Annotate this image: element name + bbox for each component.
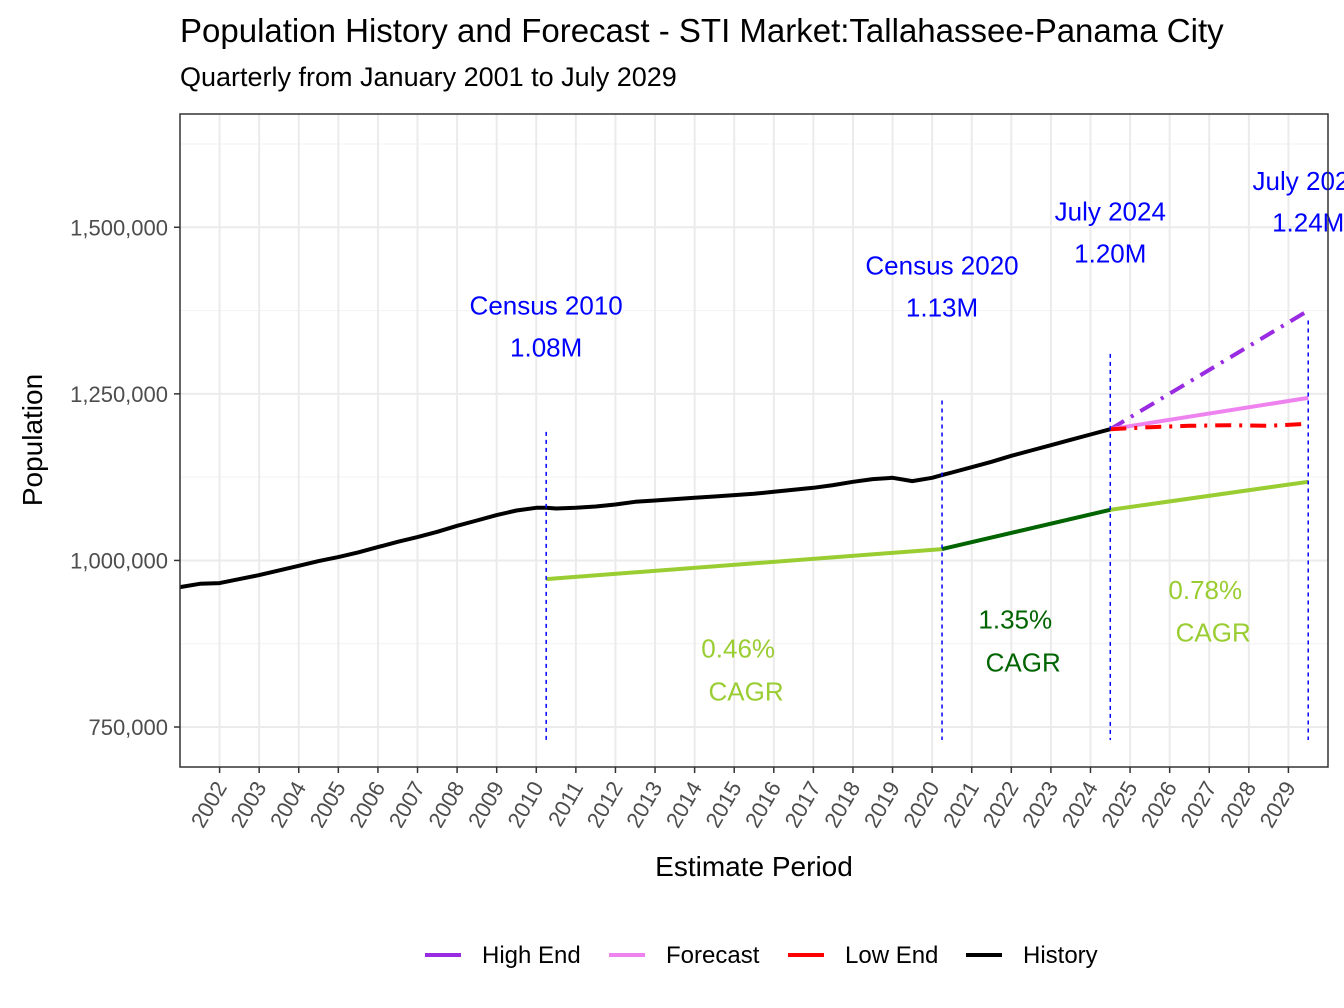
legend: High End Forecast Low End History xyxy=(425,942,1098,969)
chart-subtitle: Quarterly from January 2001 to July 2029 xyxy=(180,62,677,92)
legend-item-history: History xyxy=(966,942,1098,969)
annotation-label: July 2024 xyxy=(1055,197,1166,227)
series-lines xyxy=(179,308,1310,590)
annotation-label: 1.13M xyxy=(906,293,978,323)
y-tick-label: 1,250,000 xyxy=(70,382,168,407)
series-line-cagr-2020-2024 xyxy=(941,507,1111,552)
annotation-label: CAGR xyxy=(1176,618,1251,648)
legend-label: History xyxy=(1023,942,1098,969)
annotation-label: 1.20M xyxy=(1074,239,1146,269)
x-tick-label: 2026 xyxy=(1136,777,1182,832)
x-tick-label: 2017 xyxy=(780,777,826,832)
series-line-forecast xyxy=(1109,395,1309,432)
x-tick-label: 2023 xyxy=(1017,777,1063,832)
x-tick-label: 2016 xyxy=(740,777,786,832)
x-tick-label: 2005 xyxy=(305,777,351,832)
plot-border xyxy=(179,113,1329,768)
x-tick-label: 2004 xyxy=(265,777,311,832)
x-axis-title: Estimate Period xyxy=(655,851,853,882)
annotation-label: CAGR xyxy=(986,648,1061,678)
legend-item-low-end: Low End xyxy=(788,942,938,969)
y-tick-label: 1,000,000 xyxy=(70,548,168,573)
x-tick-label: 2009 xyxy=(463,777,509,832)
y-axis-title: Population xyxy=(17,374,48,506)
x-tick-label: 2012 xyxy=(582,777,628,832)
x-tick-label: 2018 xyxy=(819,777,865,832)
series-line-history xyxy=(179,427,1111,590)
x-tick-label: 2006 xyxy=(344,777,390,832)
annotation-label: 1.24M xyxy=(1272,207,1344,237)
legend-label: Forecast xyxy=(666,942,760,969)
x-tick-label: 2024 xyxy=(1057,777,1103,832)
annotation-label: 0.78% xyxy=(1168,575,1242,605)
y-axis: 750,000 1,000,000 1,250,000 1,500,000 xyxy=(70,215,180,740)
annotation-label: 1.08M xyxy=(510,333,582,363)
legend-label: High End xyxy=(482,942,581,969)
x-tick-label: 2014 xyxy=(661,777,707,832)
annotation-label: Census 2010 xyxy=(470,291,623,321)
series-line-cagr-2024-2029 xyxy=(1110,479,1309,512)
grid-lines xyxy=(180,114,1328,767)
x-tick-label: 2027 xyxy=(1175,777,1221,832)
annotation-label: 0.46% xyxy=(701,634,775,664)
x-tick-label: 2022 xyxy=(978,777,1024,832)
x-tick-label: 2010 xyxy=(502,777,548,832)
annotation-label: July 2029 xyxy=(1253,166,1344,196)
series-line-low-end xyxy=(1110,421,1309,432)
series-line-cagr-2010-2020 xyxy=(546,547,943,582)
plot-panel xyxy=(180,114,1328,767)
annotation-label: 1.35% xyxy=(978,604,1052,634)
x-axis: 2002200320042005200620072008200920102011… xyxy=(186,767,1301,832)
chart-title: Population History and Forecast - STI Ma… xyxy=(180,12,1224,49)
x-tick-label: 2008 xyxy=(423,777,469,832)
x-tick-label: 2002 xyxy=(186,777,232,832)
series-line-high-end xyxy=(1109,308,1310,431)
x-tick-label: 2013 xyxy=(621,777,667,832)
x-tick-label: 2025 xyxy=(1096,777,1142,832)
x-tick-label: 2021 xyxy=(938,777,984,832)
legend-label: Low End xyxy=(845,942,938,969)
annotations: Census 2010 1.08M Census 2020 1.13M July 202… xyxy=(470,166,1344,706)
y-tick-label: 1,500,000 xyxy=(70,215,168,240)
x-tick-label: 2015 xyxy=(700,777,746,832)
x-tick-label: 2020 xyxy=(898,777,944,832)
reference-lines xyxy=(545,320,1309,740)
x-tick-label: 2029 xyxy=(1255,777,1301,832)
x-tick-label: 2019 xyxy=(859,777,905,832)
x-tick-label: 2028 xyxy=(1215,777,1261,832)
x-tick-label: 2003 xyxy=(225,777,271,832)
annotation-label: Census 2020 xyxy=(865,251,1018,281)
legend-item-high-end: High End xyxy=(425,942,581,969)
x-tick-label: 2011 xyxy=(543,777,588,830)
y-tick-label: 750,000 xyxy=(88,715,168,740)
legend-item-forecast: Forecast xyxy=(609,942,760,969)
x-tick-label: 2007 xyxy=(384,777,430,832)
annotation-label: CAGR xyxy=(709,676,784,706)
